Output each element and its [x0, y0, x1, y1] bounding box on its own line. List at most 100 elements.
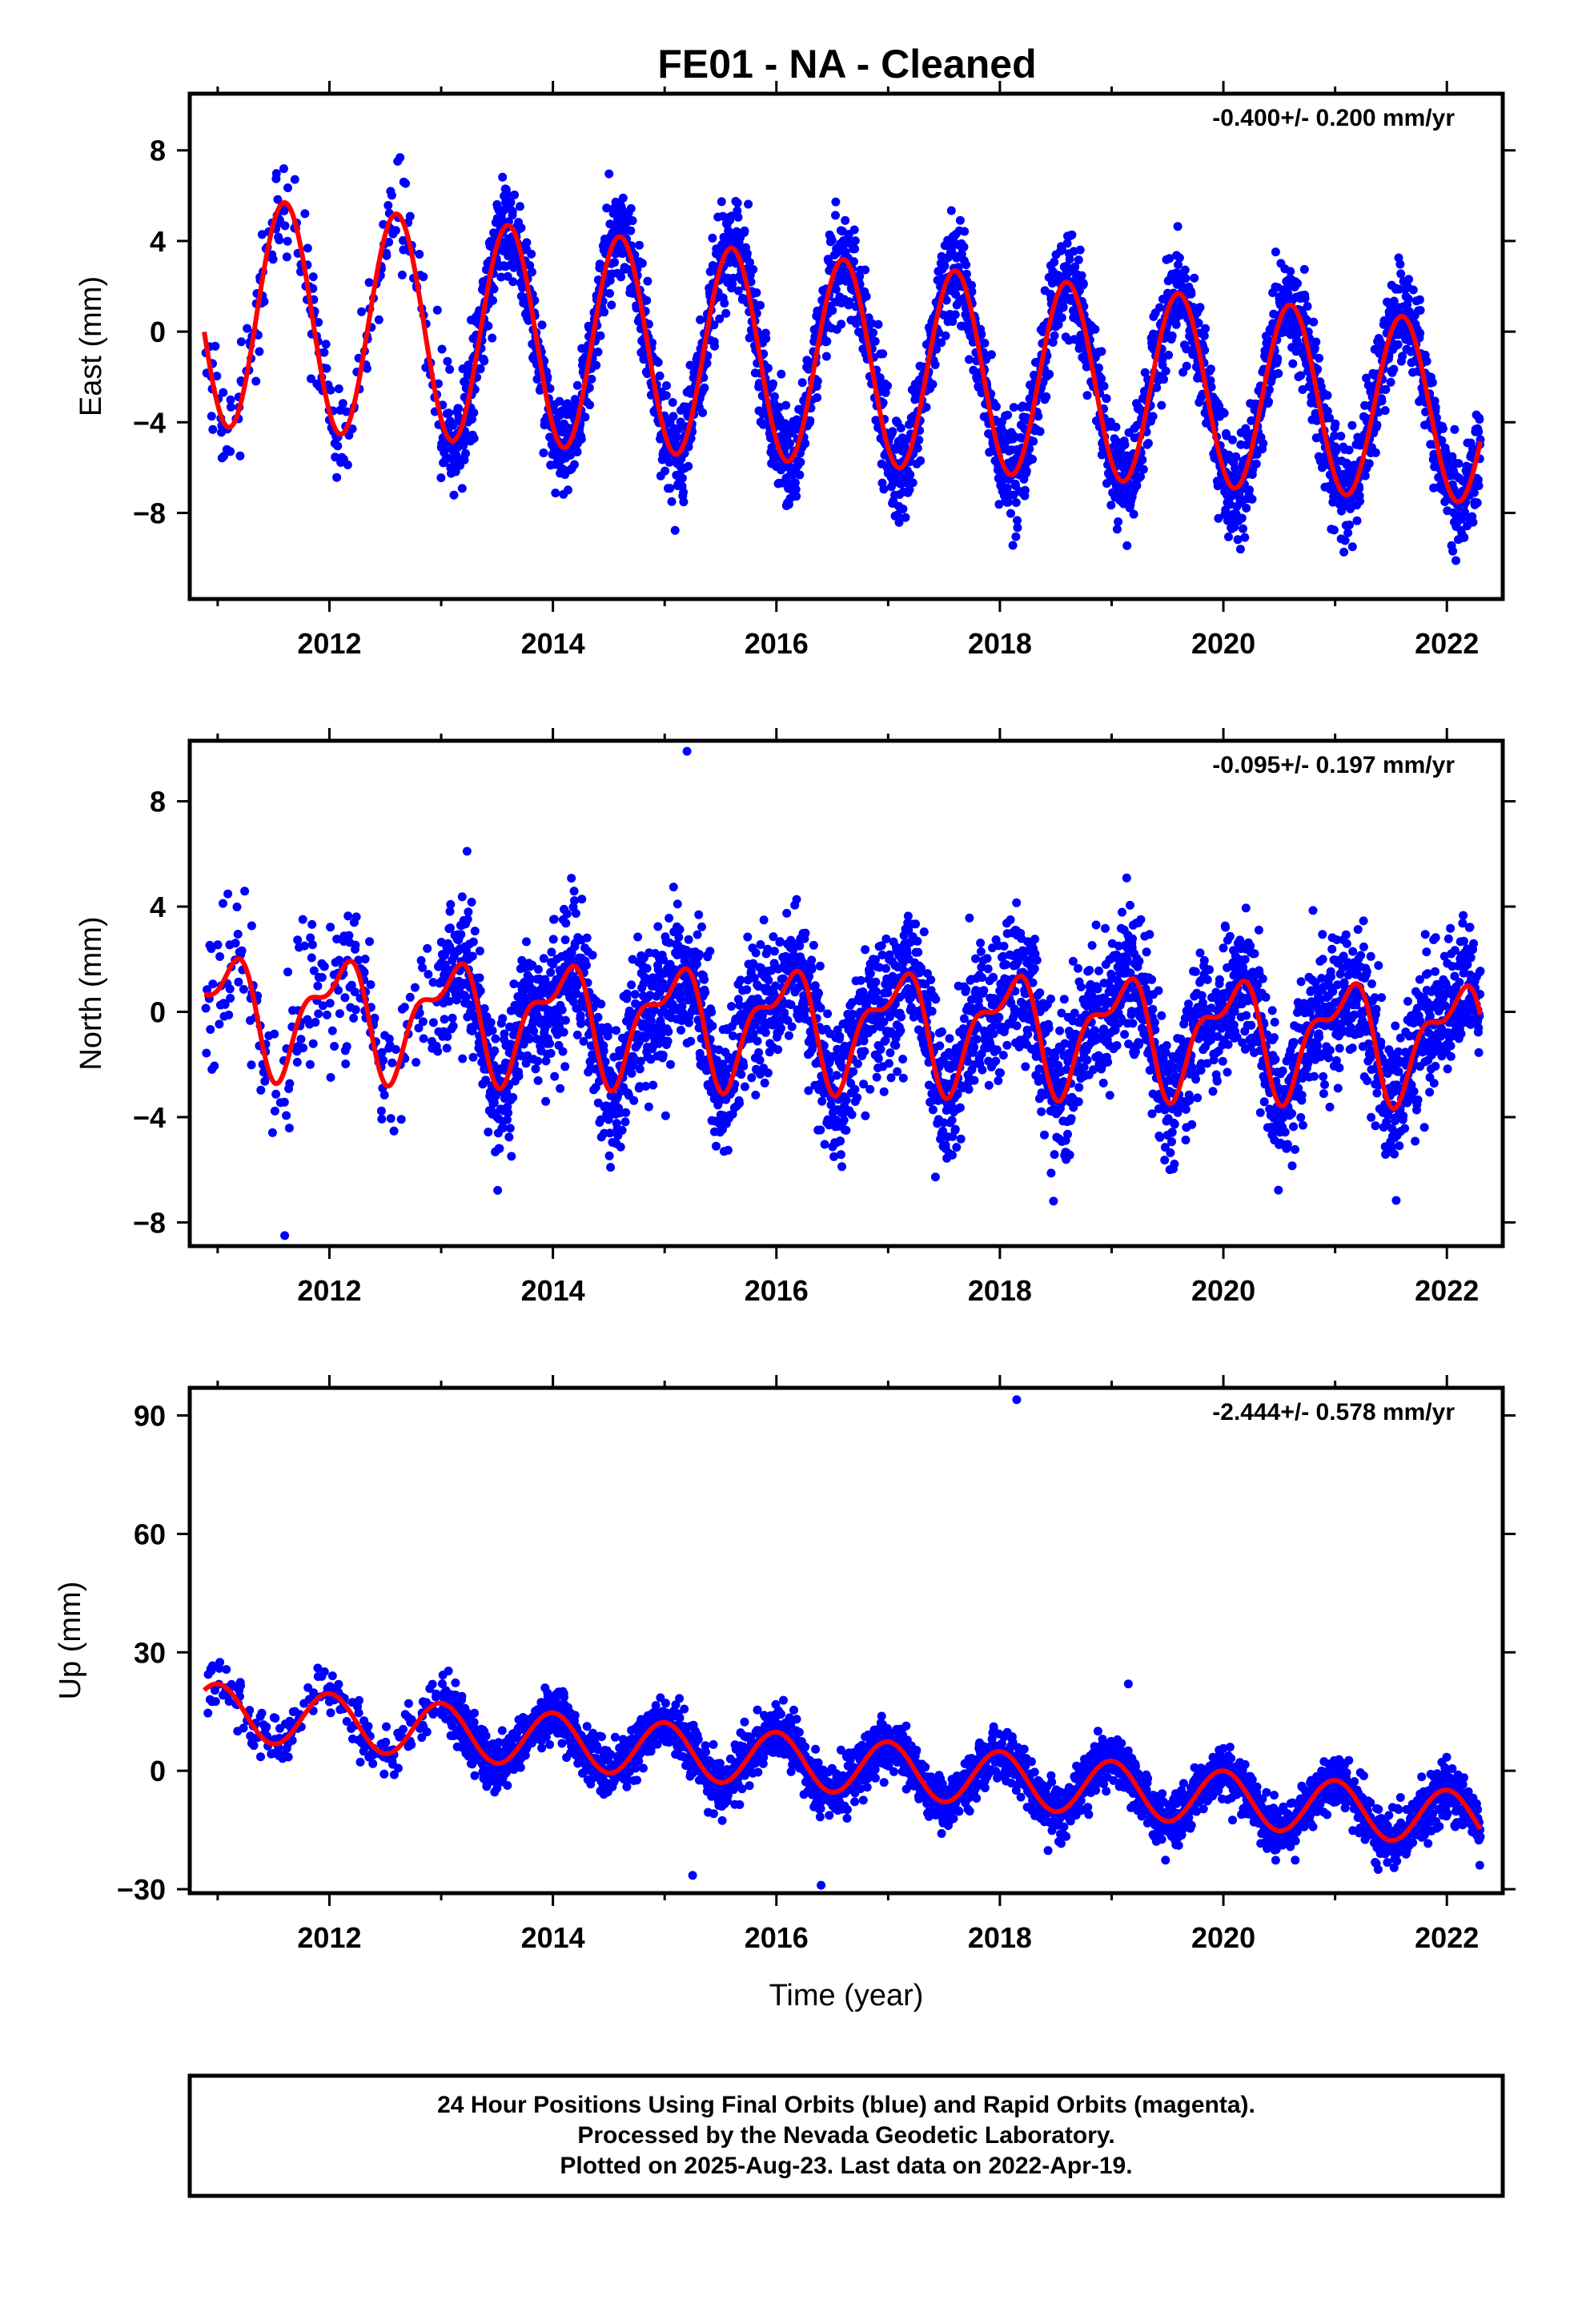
east-obs-point: [334, 384, 343, 393]
east-obs-point: [1136, 472, 1145, 481]
north-obs-point: [335, 1009, 344, 1019]
east-obs-point: [1181, 274, 1191, 283]
north-obs-point: [203, 985, 212, 995]
north-obs-point: [777, 1023, 785, 1033]
east-obs-point: [941, 331, 950, 340]
east-obs-point: [679, 497, 689, 507]
east-obs-point: [1460, 533, 1469, 542]
east-xtick-label: 2012: [297, 627, 361, 660]
east-obs-point: [948, 317, 958, 326]
east-obs-point: [405, 211, 415, 221]
north-obs-point: [665, 938, 674, 947]
east-obs-point: [551, 489, 560, 498]
east-obs-point: [969, 365, 978, 375]
east-obs-point: [1360, 471, 1370, 480]
north-obs-point: [341, 1059, 351, 1068]
east-obs-point: [618, 193, 628, 203]
east-obs-point: [1336, 432, 1346, 441]
north-obs-point: [325, 999, 335, 1008]
east-obs-point: [384, 237, 394, 247]
north-obs-point: [761, 1027, 770, 1037]
east-obs-point: [1398, 352, 1407, 361]
north-obs-point: [596, 999, 606, 1009]
north-obs-point: [464, 907, 473, 917]
east-obs-point: [756, 300, 765, 310]
north-obs-point: [743, 932, 753, 942]
east-obs-point: [1138, 464, 1148, 474]
north-obs-point: [661, 1111, 670, 1120]
north-obs-point: [514, 1072, 524, 1081]
north-obs-point: [644, 1102, 653, 1112]
east-obs-point: [1075, 245, 1085, 255]
north-obs-point: [567, 874, 576, 883]
north-obs-point: [522, 937, 531, 947]
east-obs-point: [496, 272, 506, 282]
east-obs-point: [1206, 364, 1215, 374]
east-obs-point: [959, 242, 969, 251]
north-obs-point: [484, 1128, 493, 1137]
north-obs-point: [560, 1062, 570, 1072]
east-obs-point: [821, 352, 831, 361]
east-obs-point: [1097, 374, 1106, 384]
east-obs-point: [383, 201, 393, 210]
east-obs-point: [506, 198, 516, 207]
north-obs-point: [723, 1145, 733, 1155]
north-obs-point: [605, 1128, 615, 1138]
east-obs-point: [576, 434, 586, 444]
east-obs-point: [1228, 435, 1237, 444]
east-obs-point: [1174, 260, 1182, 270]
east-obs-point: [1452, 556, 1460, 565]
north-obs-point: [391, 1045, 400, 1054]
north-obs-point: [554, 1013, 564, 1023]
east-obs-point: [1013, 523, 1022, 533]
east-obs-point: [1201, 324, 1210, 333]
east-obs-point: [980, 339, 990, 348]
east-obs-point: [445, 364, 455, 374]
east-obs-point: [1058, 303, 1068, 312]
north-obs-point: [548, 935, 558, 944]
north-obs-point: [495, 1144, 504, 1153]
east-obs-point: [908, 478, 917, 488]
east-obs-point: [283, 236, 292, 246]
east-obs-point: [1058, 245, 1067, 255]
north-obs-point: [428, 1018, 438, 1027]
north-obs-point: [415, 1008, 424, 1018]
north-obs-point: [410, 983, 420, 992]
east-obs-point: [527, 249, 536, 259]
north-obs-point: [351, 1005, 360, 1015]
north-obs-point: [443, 1031, 452, 1041]
north-obs-point: [300, 941, 309, 951]
east-obs-point: [1318, 463, 1327, 472]
north-obs-point: [377, 1114, 387, 1124]
north-obs-point: [650, 1005, 660, 1015]
east-obs-point: [1408, 285, 1418, 295]
east-obs-point: [679, 488, 689, 497]
north-obs-point: [629, 1096, 639, 1105]
north-obs-point: [570, 896, 579, 906]
north-obs-point: [463, 915, 472, 924]
east-obs-point: [235, 451, 245, 460]
east-obs-point: [1225, 500, 1235, 509]
east-obs-point: [1325, 413, 1335, 423]
north-obs-point: [467, 898, 476, 907]
east-obs-point: [896, 424, 905, 432]
east-obs-point: [785, 439, 794, 448]
east-obs-point: [1028, 455, 1038, 464]
east-obs-point: [1194, 318, 1203, 328]
north-obs-point: [335, 955, 344, 965]
north-obs-point: [351, 912, 361, 922]
east-axis-label: East (mm): [74, 276, 108, 416]
north-obs-point: [489, 1098, 499, 1108]
east-obs-point: [1415, 295, 1424, 304]
chart-title: FE01 - NA - Cleaned: [657, 42, 1036, 86]
north-obs-point: [504, 1108, 513, 1118]
east-obs-point: [677, 473, 687, 483]
east-obs-point: [1364, 459, 1374, 468]
east-obs-point: [827, 235, 837, 245]
north-obs-point: [476, 986, 485, 995]
east-ytick-label: 0: [150, 316, 166, 348]
east-obs-point: [489, 284, 499, 294]
east-obs-point: [508, 207, 517, 216]
east-obs-point: [480, 356, 489, 366]
